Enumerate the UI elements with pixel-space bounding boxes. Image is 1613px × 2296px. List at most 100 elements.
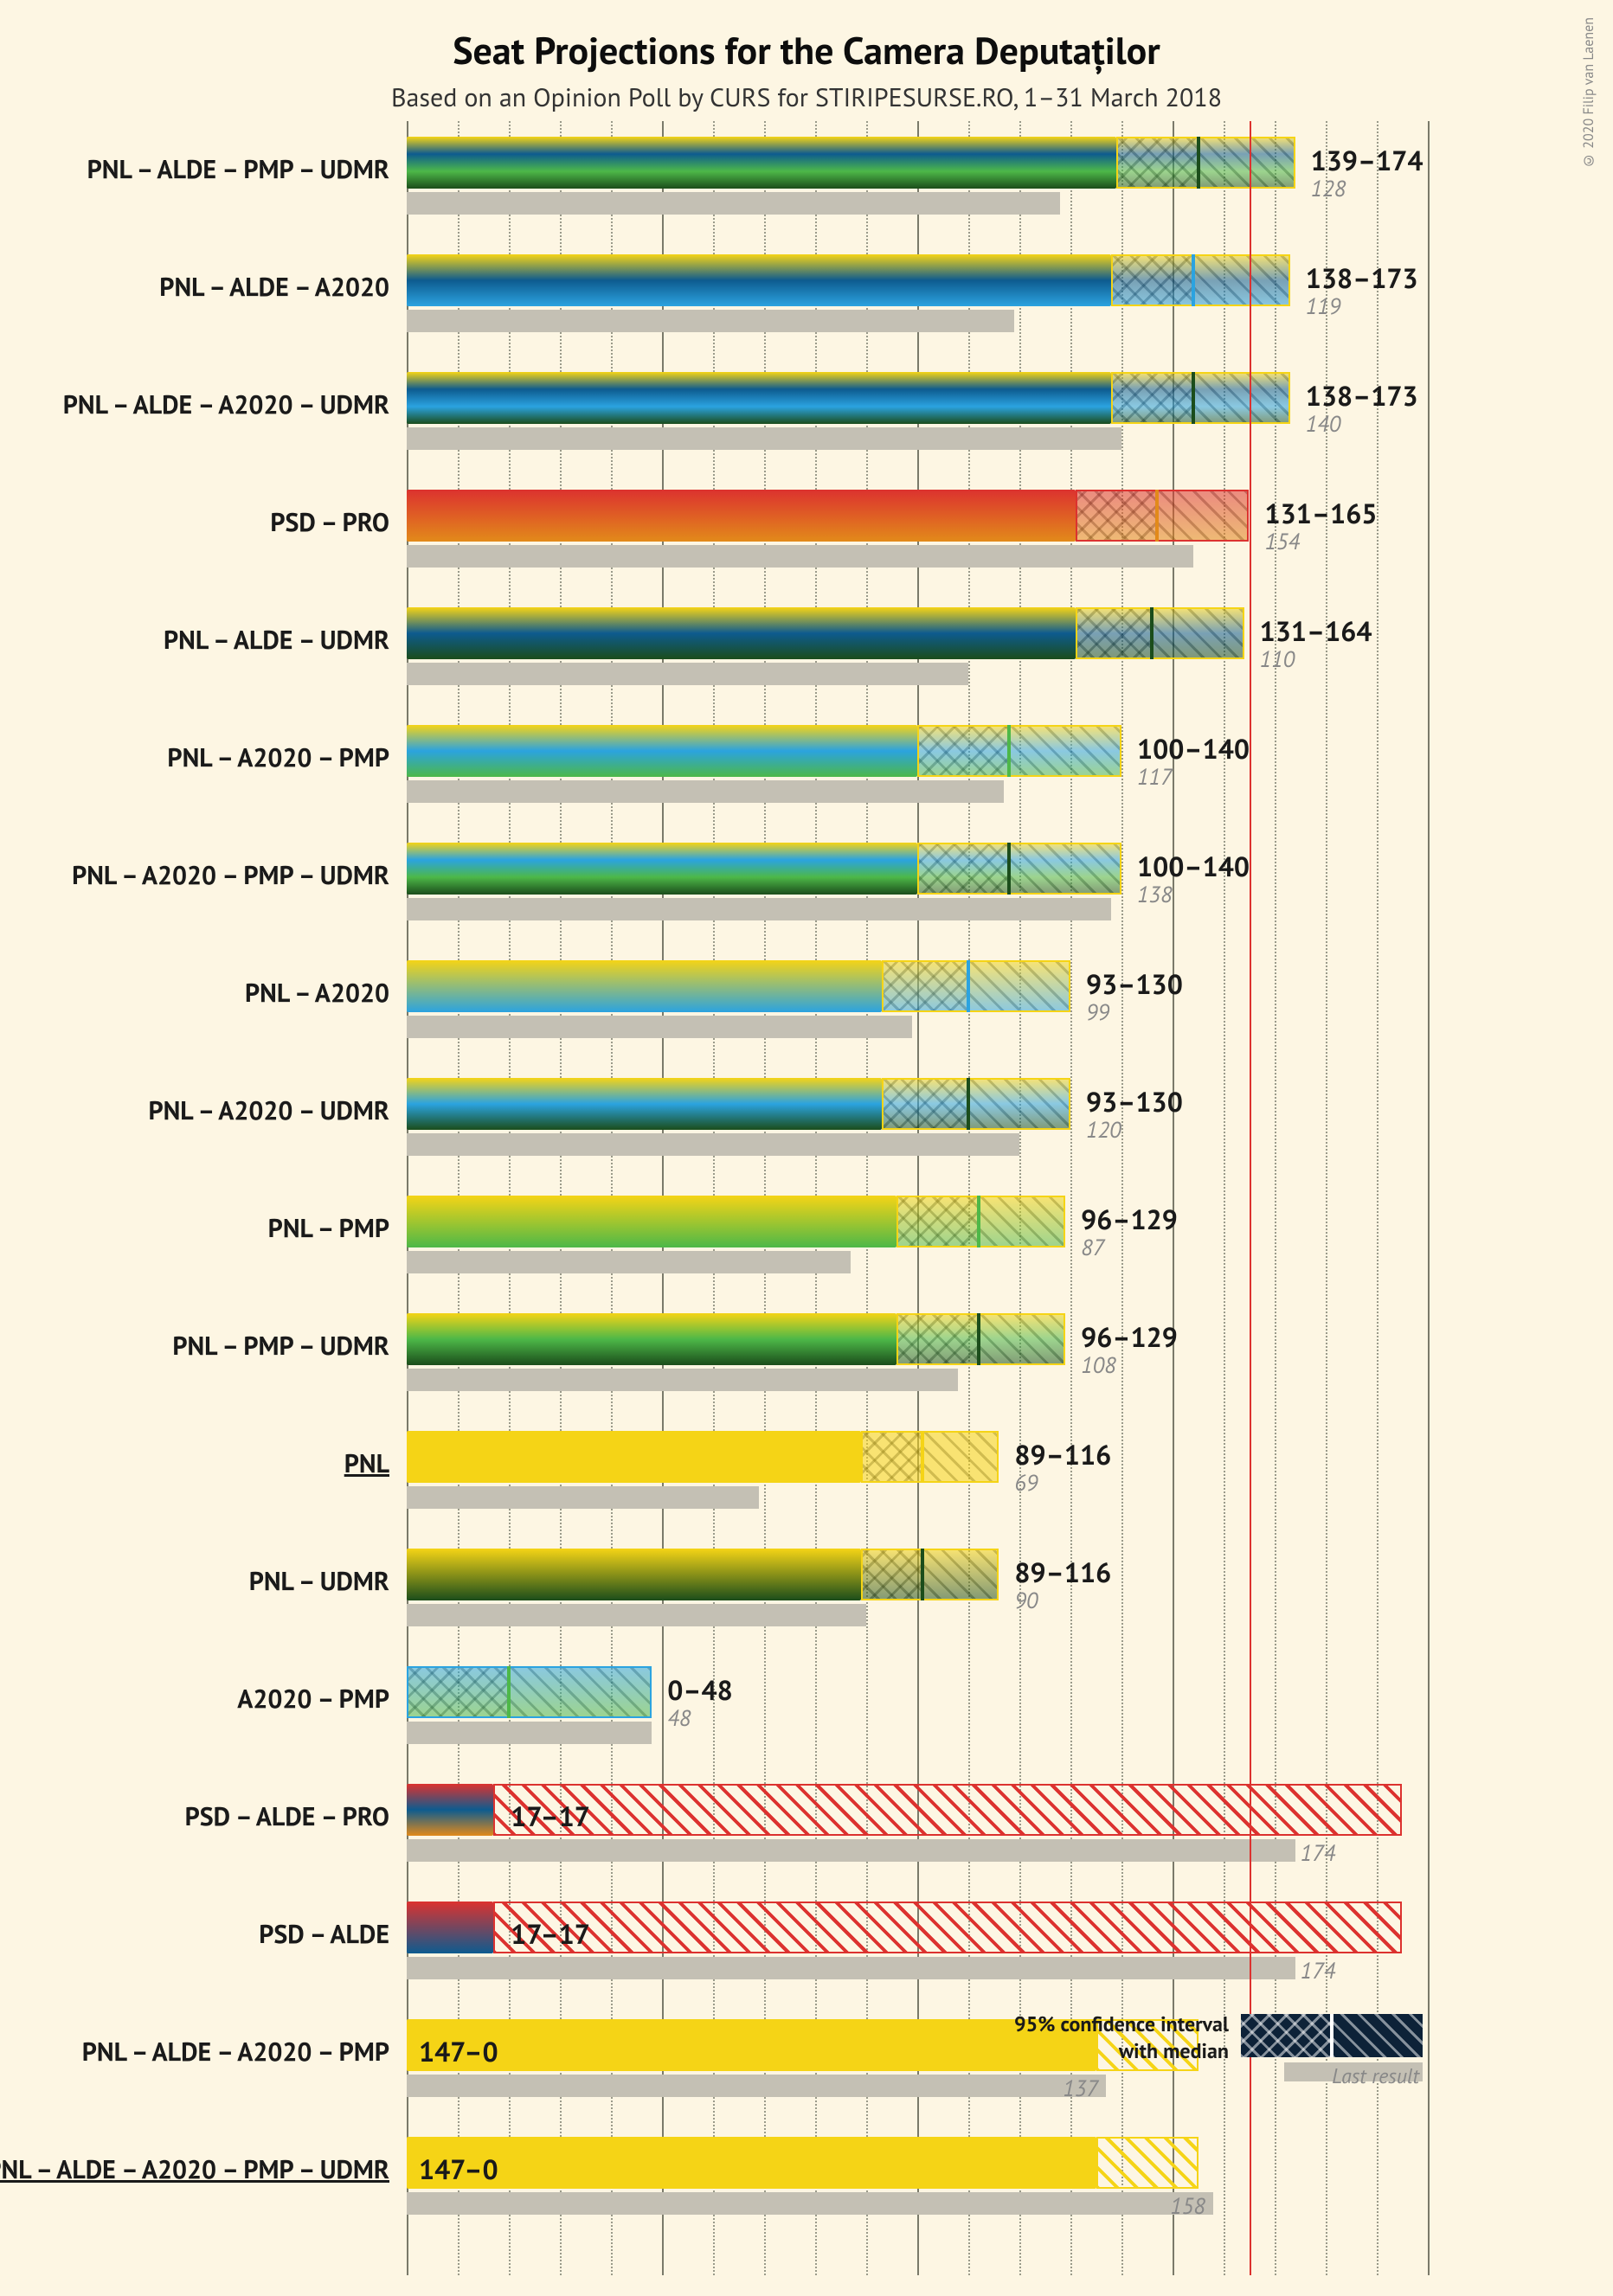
- previous-result-label: 48: [667, 1704, 691, 1733]
- previous-result-bar: [407, 1369, 958, 1391]
- coalition-row: PNL – ALDE – A2020138–173119: [407, 247, 1428, 360]
- previous-result-label: 137: [1063, 2075, 1098, 2103]
- range-label: 0–48: [667, 1671, 733, 1708]
- range-label: 17–17: [511, 1798, 590, 1834]
- projection-bar: [407, 1078, 882, 1130]
- projection-bar: [407, 1784, 493, 1836]
- chart-title: Seat Projections for the Camera Deputați…: [0, 0, 1613, 75]
- projection-bar: [407, 1902, 493, 1953]
- coalition-row: PNL – A202093–13099: [407, 953, 1428, 1066]
- projection-bar: [407, 725, 917, 777]
- coalition-label: PNL – A2020 – UDMR: [148, 1093, 389, 1127]
- projection-bar: [407, 2019, 1096, 2071]
- previous-result-label: 158: [1170, 2192, 1205, 2221]
- coalition-label: PNL – A2020: [245, 976, 389, 1010]
- previous-result-label: 110: [1260, 645, 1295, 674]
- coalition-row: PSD – ALDE17–17174: [407, 1895, 1428, 2007]
- previous-result-bar: [407, 1957, 1295, 1979]
- coalition-label: PSD – PRO: [270, 505, 389, 539]
- previous-result-label: 119: [1306, 292, 1341, 321]
- previous-result-label: 128: [1311, 175, 1346, 203]
- previous-result-label: 117: [1137, 763, 1173, 792]
- legend-ci-text: 95% confidence intervalwith median: [1014, 2011, 1229, 2064]
- median-marker: [1007, 843, 1011, 895]
- previous-result-bar: [407, 1604, 866, 1626]
- previous-result-label: 154: [1265, 528, 1301, 556]
- coalition-label: PNL – ALDE – A2020: [159, 270, 389, 304]
- previous-result-label: 90: [1014, 1587, 1038, 1615]
- range-label: 139–174: [1311, 142, 1423, 178]
- previous-result-bar: [407, 2192, 1213, 2215]
- coalition-row: PNL89–11669: [407, 1424, 1428, 1536]
- coalition-label: PNL – UDMR: [249, 1564, 389, 1598]
- median-marker: [507, 1666, 511, 1718]
- range-label: 147–0: [419, 2033, 498, 2069]
- range-label: 96–129: [1081, 1201, 1178, 1237]
- projection-bar: [407, 1313, 896, 1365]
- range-label: 100–140: [1137, 848, 1250, 884]
- median-marker: [977, 1196, 980, 1247]
- projection-bar: [407, 1196, 896, 1247]
- projection-bar: [407, 137, 1116, 189]
- range-label: 138–173: [1306, 260, 1418, 296]
- coalition-row: PNL – A2020 – PMP100–140117: [407, 718, 1428, 831]
- previous-result-label: 108: [1081, 1351, 1116, 1380]
- ci-upper-bar: [1096, 2137, 1199, 2189]
- previous-result-label: 140: [1306, 410, 1341, 439]
- projection-bar: [407, 607, 1076, 659]
- coalition-row: PNL – ALDE – A2020 – UDMR138–173140: [407, 365, 1428, 478]
- previous-result-label: 138: [1137, 881, 1173, 909]
- coalition-label: PNL – ALDE – PMP – UDMR: [87, 152, 389, 186]
- coalition-row: PNL – PMP – UDMR96–129108: [407, 1306, 1428, 1419]
- coalition-row: PNL – ALDE – A2020 – PMP – UDMR147–0158: [407, 2130, 1428, 2242]
- median-marker: [1007, 725, 1011, 777]
- projection-bar: [407, 843, 917, 895]
- previous-result-bar: [407, 780, 1004, 803]
- previous-result-label: 120: [1086, 1116, 1121, 1145]
- range-label: 93–130: [1086, 965, 1183, 1002]
- chart-subtitle: Based on an Opinion Poll by CURS for STI…: [0, 80, 1613, 114]
- coalition-label: PNL – A2020 – PMP: [167, 741, 389, 774]
- copyright-text: © 2020 Filip van Laenen: [1580, 17, 1597, 170]
- median-marker: [1155, 490, 1159, 542]
- coalition-row: PNL – A2020 – UDMR93–130120: [407, 1071, 1428, 1183]
- coalition-label: PSD – ALDE – PRO: [185, 1799, 389, 1833]
- previous-result-label: 174: [1301, 1957, 1336, 1985]
- coalition-label: PNL – ALDE – UDMR: [164, 623, 389, 657]
- ci-wide-bar: [493, 1902, 1402, 1953]
- legend-ci-box: [1241, 2014, 1423, 2057]
- median-marker: [1150, 607, 1154, 659]
- previous-result-bar: [407, 1251, 851, 1273]
- range-label: 131–165: [1265, 495, 1378, 531]
- projection-bar: [407, 1431, 861, 1483]
- previous-result-bar: [407, 1839, 1295, 1862]
- previous-result-label: 69: [1014, 1469, 1038, 1498]
- coalition-row: PNL – A2020 – PMP – UDMR100–140138: [407, 836, 1428, 948]
- coalition-label: PNL – A2020 – PMP – UDMR: [72, 858, 389, 892]
- coalition-row: PSD – PRO131–165154: [407, 483, 1428, 595]
- range-label: 100–140: [1137, 730, 1250, 766]
- previous-result-label: 174: [1301, 1839, 1336, 1868]
- median-marker: [921, 1431, 924, 1483]
- coalition-row: PNL – PMP96–12987: [407, 1189, 1428, 1301]
- range-label: 17–17: [511, 1915, 590, 1952]
- previous-result-bar: [407, 1016, 912, 1038]
- range-label: 96–129: [1081, 1318, 1178, 1355]
- coalition-row: PNL – UDMR89–11690: [407, 1542, 1428, 1654]
- previous-result-bar: [407, 310, 1014, 332]
- median-marker: [921, 1549, 924, 1600]
- coalition-row: A2020 – PMP0–4848: [407, 1659, 1428, 1772]
- previous-result-bar: [407, 1486, 759, 1509]
- coalition-label: PNL – ALDE – A2020 – UDMR: [63, 388, 389, 421]
- projection-bar: [407, 490, 1076, 542]
- range-label: 131–164: [1260, 612, 1372, 649]
- previous-result-bar: [407, 2075, 1106, 2097]
- projection-bar: [407, 254, 1111, 306]
- previous-result-label: 99: [1086, 998, 1109, 1027]
- coalition-row: PNL – ALDE – UDMR131–164110: [407, 600, 1428, 713]
- coalition-label: A2020 – PMP: [237, 1682, 389, 1716]
- coalition-label: PNL – PMP – UDMR: [172, 1329, 389, 1363]
- median-marker: [977, 1313, 980, 1365]
- previous-result-label: 87: [1081, 1234, 1104, 1262]
- coalition-label: PSD – ALDE: [259, 1917, 389, 1951]
